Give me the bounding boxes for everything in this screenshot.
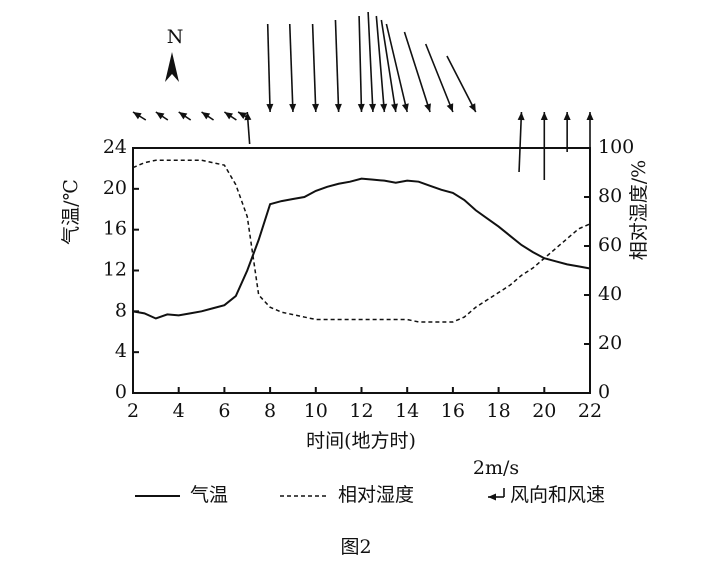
series-line [132,159,591,323]
wind-arrow [266,23,274,113]
wind-arrow [385,23,409,113]
y2-tick-label: 0 [598,381,610,403]
x-tick-label: 8 [264,400,276,422]
y-tick-label: 0 [115,381,127,403]
figure-caption: 图2 [340,536,371,558]
wind-arrow [375,15,388,113]
wind-arrow [367,11,377,113]
wind-arrow [446,55,477,113]
legend-wind-scale: 2m/s [473,457,519,479]
x-tick-label: 14 [395,400,419,422]
x-tick-label: 16 [441,400,465,422]
series-line [132,177,591,320]
north-label: N [167,26,184,48]
x-tick-label: 18 [487,400,511,422]
x-tick-label: 20 [532,400,556,422]
y-tick-label: 12 [103,259,127,281]
wind-arrow [424,43,454,113]
wind-arrow [380,19,398,113]
y-tick-label: 20 [103,177,127,199]
wind-arrow [178,111,192,121]
wind-arrow [517,111,525,173]
y2-tick-label: 60 [598,234,622,256]
y-tick-label: 16 [103,218,127,240]
wind-arrow [201,111,214,121]
legend-label: 相对湿度 [338,484,414,506]
wind-arrow [311,23,320,113]
legend-label: 风向和风速 [510,484,605,506]
y2-tick-label: 20 [598,332,622,354]
north-arrow [165,52,179,82]
legend-label: 气温 [190,484,228,506]
x-tick-label: 2 [127,400,139,422]
x-tick-label: 4 [173,400,185,422]
legend-wind-arrow [488,493,504,501]
x-tick-label: 6 [218,400,230,422]
wind-arrow [357,15,365,113]
y-tick-label: 4 [115,340,127,362]
wind-arrow [586,112,594,152]
y2-tick-label: 80 [598,185,622,207]
wind-arrow [223,111,237,121]
wind-arrow [155,111,169,121]
y2-axis-label: 相对湿度/% [628,160,650,260]
y-axis-label: 气温/℃ [60,179,82,245]
wind-arrow [334,19,342,113]
wind-arrow [563,112,571,152]
wind-arrow [288,23,297,113]
x-tick-label: 22 [578,400,602,422]
plot-frame [132,147,591,394]
y-tick-label: 24 [103,136,127,158]
y2-tick-label: 40 [598,283,622,305]
y2-tick-label: 100 [598,136,634,158]
x-axis-label: 时间(地方时) [306,430,416,452]
wind-arrow [403,31,431,113]
wind-arrow [540,112,548,180]
wind-arrow [132,111,147,121]
y-tick-label: 8 [115,299,127,321]
x-tick-label: 12 [349,400,373,422]
wind-arrow [244,111,252,145]
x-tick-label: 10 [304,400,328,422]
